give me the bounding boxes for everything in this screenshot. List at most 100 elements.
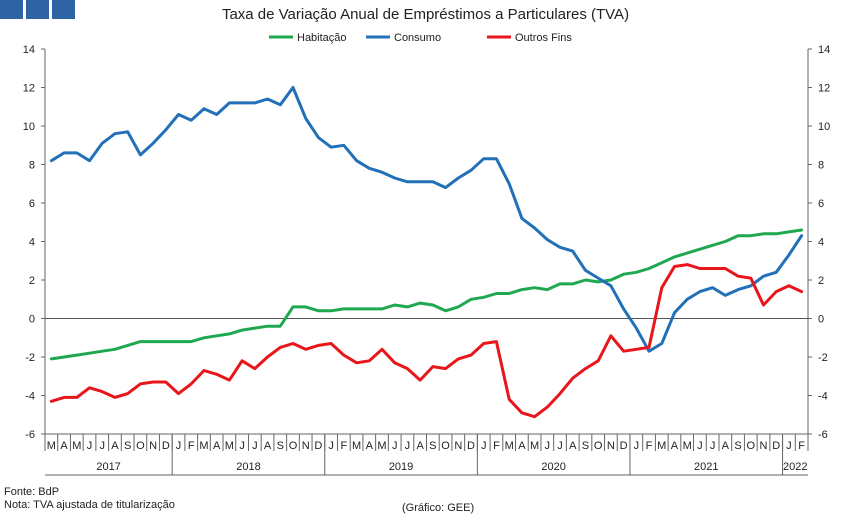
month-label: N: [302, 440, 310, 452]
year-label: 2022: [783, 461, 807, 473]
legend-label-2: Outros Fins: [515, 32, 572, 44]
month-label: A: [722, 440, 730, 452]
month-label: J: [87, 440, 93, 452]
month-label: S: [734, 440, 741, 452]
month-label: M: [47, 440, 56, 452]
year-label: 2021: [694, 461, 718, 473]
month-label: J: [710, 440, 716, 452]
month-label: S: [124, 440, 131, 452]
month-label: D: [314, 440, 322, 452]
month-label: J: [557, 440, 563, 452]
year-label: 2017: [96, 461, 120, 473]
month-label: A: [213, 440, 221, 452]
y-tick-label-left: -4: [25, 391, 35, 403]
month-label: J: [176, 440, 182, 452]
month-label: O: [594, 440, 603, 452]
y-tick-label-left: 6: [29, 198, 35, 210]
y-tick-label-left: -6: [25, 429, 35, 441]
logo-square-3: [52, 0, 75, 19]
month-label: D: [467, 440, 475, 452]
month-label: O: [746, 440, 755, 452]
month-label: D: [772, 440, 780, 452]
month-label: N: [607, 440, 615, 452]
month-label: J: [328, 440, 334, 452]
y-tick-label-left: 8: [29, 160, 35, 172]
month-label: S: [582, 440, 589, 452]
month-label: A: [518, 440, 526, 452]
month-label: O: [441, 440, 450, 452]
y-tick-label-left: 12: [23, 83, 35, 95]
legend-label-0: Habitação: [297, 32, 347, 44]
y-tick-label-right: 8: [818, 160, 824, 172]
month-label: D: [162, 440, 170, 452]
month-label: J: [405, 440, 411, 452]
series-line-2: [49, 263, 804, 419]
logo-square-2: [26, 0, 49, 19]
month-label: J: [545, 440, 551, 452]
month-label: M: [683, 440, 692, 452]
month-label: J: [786, 440, 792, 452]
y-tick-label-right: 2: [818, 275, 824, 287]
brand-logo: [0, 0, 76, 19]
month-label: A: [366, 440, 374, 452]
y-tick-label-right: -4: [818, 391, 828, 403]
month-label: J: [392, 440, 398, 452]
year-label: 2019: [389, 461, 413, 473]
month-label: M: [225, 440, 234, 452]
month-label: O: [136, 440, 145, 452]
y-tick-label-left: 14: [23, 44, 35, 56]
y-tick-label-right: 0: [818, 314, 824, 326]
month-label: F: [798, 440, 805, 452]
y-tick-label-right: 12: [818, 83, 830, 95]
month-label: N: [454, 440, 462, 452]
month-label: A: [416, 440, 424, 452]
y-tick-label-right: 4: [818, 237, 824, 249]
footnote: Nota: TVA ajustada de titularização: [4, 499, 175, 511]
month-label: F: [340, 440, 347, 452]
y-tick-label-left: -2: [25, 352, 35, 364]
month-label: M: [72, 440, 81, 452]
y-tick-label-right: 10: [818, 121, 830, 133]
year-label: 2018: [236, 461, 260, 473]
y-tick-label-left: 0: [29, 314, 35, 326]
month-label: N: [760, 440, 768, 452]
legend-label-1: Consumo: [394, 32, 441, 44]
month-label: N: [149, 440, 157, 452]
credit-note: (Gráfico: GEE): [402, 502, 475, 514]
y-tick-label-left: 10: [23, 121, 35, 133]
month-label: A: [264, 440, 272, 452]
month-label: M: [377, 440, 386, 452]
month-label: J: [99, 440, 105, 452]
month-label: J: [252, 440, 258, 452]
month-label: F: [493, 440, 500, 452]
logo-square-1: [0, 0, 23, 19]
month-label: J: [481, 440, 487, 452]
chart-title: Taxa de Variação Anual de Empréstimos a …: [221, 6, 630, 23]
series-line-1: [49, 86, 804, 353]
series-line-0: [49, 228, 804, 361]
month-label: J: [239, 440, 245, 452]
y-tick-label-left: 4: [29, 237, 35, 249]
month-label: A: [671, 440, 679, 452]
month-label: F: [646, 440, 653, 452]
month-label: M: [352, 440, 361, 452]
month-label: A: [60, 440, 68, 452]
month-label: J: [697, 440, 703, 452]
source-note: Fonte: BdP: [4, 486, 60, 498]
month-label: M: [505, 440, 514, 452]
y-tick-label-right: 14: [818, 44, 830, 56]
month-label: O: [289, 440, 298, 452]
month-label: F: [188, 440, 195, 452]
y-tick-label-left: 2: [29, 275, 35, 287]
month-label: A: [111, 440, 119, 452]
month-label: S: [277, 440, 284, 452]
month-label: M: [530, 440, 539, 452]
y-tick-label-right: 6: [818, 198, 824, 210]
month-label: J: [634, 440, 640, 452]
y-tick-label-right: -2: [818, 352, 828, 364]
month-label: M: [657, 440, 666, 452]
month-label: M: [199, 440, 208, 452]
year-label: 2020: [541, 461, 565, 473]
month-label: A: [569, 440, 577, 452]
